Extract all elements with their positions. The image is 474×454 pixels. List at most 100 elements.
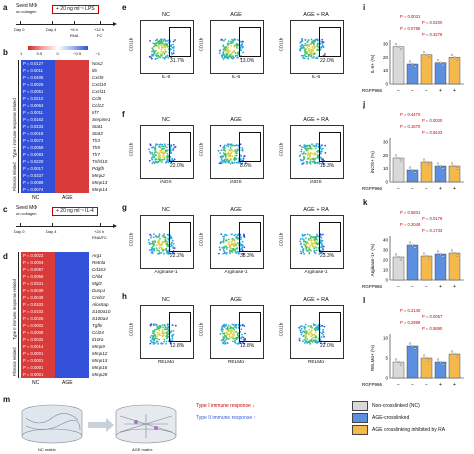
heatmap-cell: P = 0.0089 [21, 179, 55, 186]
data-point [455, 58, 459, 61]
facs-gate [239, 132, 261, 162]
facs-plot [140, 305, 194, 359]
y-tick-label: 5 [385, 356, 388, 361]
heatmap-cell [55, 371, 89, 378]
facs-plot [140, 215, 194, 269]
heatmap-cell [55, 280, 89, 287]
panel-label-f: f [122, 110, 125, 119]
pvalue-label: P = 0.0011 [23, 68, 43, 73]
data-point [411, 243, 414, 247]
data-point [425, 254, 428, 258]
heatmap-d-grid: P = 0.0023 P = 0.0004 P = 0.0087 P = 0.0056… [21, 252, 89, 378]
heatmap-cell [55, 308, 89, 315]
heatmap-cell [55, 130, 89, 137]
bar [420, 255, 433, 281]
heatmap-cell [55, 81, 89, 88]
y-tick-label: 30 [383, 42, 389, 47]
rgfp-sign: − [411, 88, 414, 94]
facs-plot [210, 125, 264, 179]
gene-label: Irf7 [92, 110, 99, 115]
gene-label: Creb3 [92, 295, 105, 300]
y-tick-label: 0 [385, 376, 388, 381]
rgfp-sign: + [439, 284, 442, 290]
heatmap-cell: P = 0.0018 [21, 130, 55, 137]
heatmap-d-col-age: AGE [62, 380, 73, 386]
facs-gate [319, 132, 341, 162]
heatmap-cell: P = 0.0014 [21, 343, 55, 350]
rgfp-sign: − [397, 382, 400, 388]
facs-percent: 22.0% [170, 163, 185, 169]
bar-pvalue: P = 0.2140 [400, 308, 421, 313]
bar [434, 165, 447, 183]
y-tick-label: 10 [383, 268, 389, 273]
heatmap-cell [55, 179, 89, 186]
data-point [425, 356, 428, 360]
data-point [439, 61, 442, 64]
data-point [397, 255, 400, 259]
pvalue-label: P = 0.0025 [23, 316, 44, 321]
y-tick-label: 30 [383, 140, 389, 145]
bar-pvalue: P = 0.0785 [400, 26, 421, 31]
facs-col-title: AGE [230, 117, 242, 123]
heatmap-cell: P = 0.0026 [21, 81, 55, 88]
timeline-line [16, 24, 114, 25]
group-type1: Type I immune response related [12, 98, 17, 158]
panel-label-a: a [3, 3, 8, 12]
facs-col-title: NC [162, 117, 170, 123]
data-point [408, 60, 412, 63]
bar [406, 169, 419, 183]
data-point [422, 252, 426, 255]
facs-y-label: CD11b [278, 322, 284, 337]
data-point [411, 344, 414, 348]
data-point [399, 48, 403, 51]
pvalue-label: P = 0.0051 [23, 89, 44, 94]
gene-label: Ccl5 [92, 96, 102, 101]
time-c-24h: +24 h [94, 229, 105, 234]
pvalue-label: P = 0.0064 [23, 103, 44, 108]
panel-label-g: g [122, 203, 127, 212]
heatmap-cell: P = 0.0051 [21, 88, 55, 95]
facs-col-title: AGE [230, 297, 242, 303]
gene-label: Mmp12 [92, 351, 108, 356]
facs-col-title: NC [162, 297, 170, 303]
pvalue-label: P = 0.0102 [23, 309, 44, 314]
facs-x-label: IL-6 [311, 75, 321, 80]
colorscale-bar [28, 46, 88, 50]
rgfp-sign: − [411, 284, 414, 290]
bar [392, 46, 405, 85]
bar [420, 54, 433, 85]
heatmap-cell: P = 0.0011 [21, 109, 55, 116]
data-point [441, 64, 445, 67]
facs-x-label: RELMα [227, 360, 245, 365]
rgfp-label: RGFP966 [362, 382, 383, 387]
data-point [455, 167, 459, 170]
y-tick-label: 0 [385, 180, 388, 185]
heatmap-cell: P = 0.0103 [21, 301, 55, 308]
heatmap-b-group-bar: Type I immune response related Fibrosis … [12, 60, 19, 193]
facs-col-title: AGE + RA [303, 12, 329, 18]
facs-percent: 18.3% [320, 163, 335, 169]
heatmap-cell [55, 343, 89, 350]
data-point [439, 252, 442, 256]
type1-arrow-label: Type I immune response ↓ [196, 403, 255, 409]
facs-y-label: CD11b [128, 142, 134, 157]
lps-treatment-box: + 20 ng ml⁻¹ LPS [52, 5, 99, 14]
heatmap-cell: P = 0.0025 [21, 315, 55, 322]
heatmap-cell: P = 0.0001 [21, 357, 55, 364]
colorscale-labels: 1 0.5 0 −0.5 −1 [20, 51, 100, 56]
gene-label: Serpine1 [92, 117, 111, 122]
heatmap-d-gene-list: Arg1 Retnla Cd163 Chil4 Mgl2 Dusp1 Creb3 Alox5a… [92, 252, 110, 378]
facs-y-label: CD11b [278, 142, 284, 157]
heatmap-cell [55, 74, 89, 81]
legend-item-age: AGE-crosslinked [352, 412, 474, 424]
heatmap-cell: P = 0.0087 [21, 266, 55, 273]
panel-label-e: e [122, 3, 127, 12]
facs-plot [210, 20, 264, 74]
data-point [397, 360, 400, 364]
pvalue-label: P = 0.0014 [23, 344, 44, 349]
heatmap-cell: P = 0.0102 [21, 308, 55, 315]
sub-c-rnafc: RNA/FC [92, 235, 107, 240]
facs-y-label: CD11b [128, 37, 134, 52]
facs-col-title: AGE [230, 207, 242, 213]
